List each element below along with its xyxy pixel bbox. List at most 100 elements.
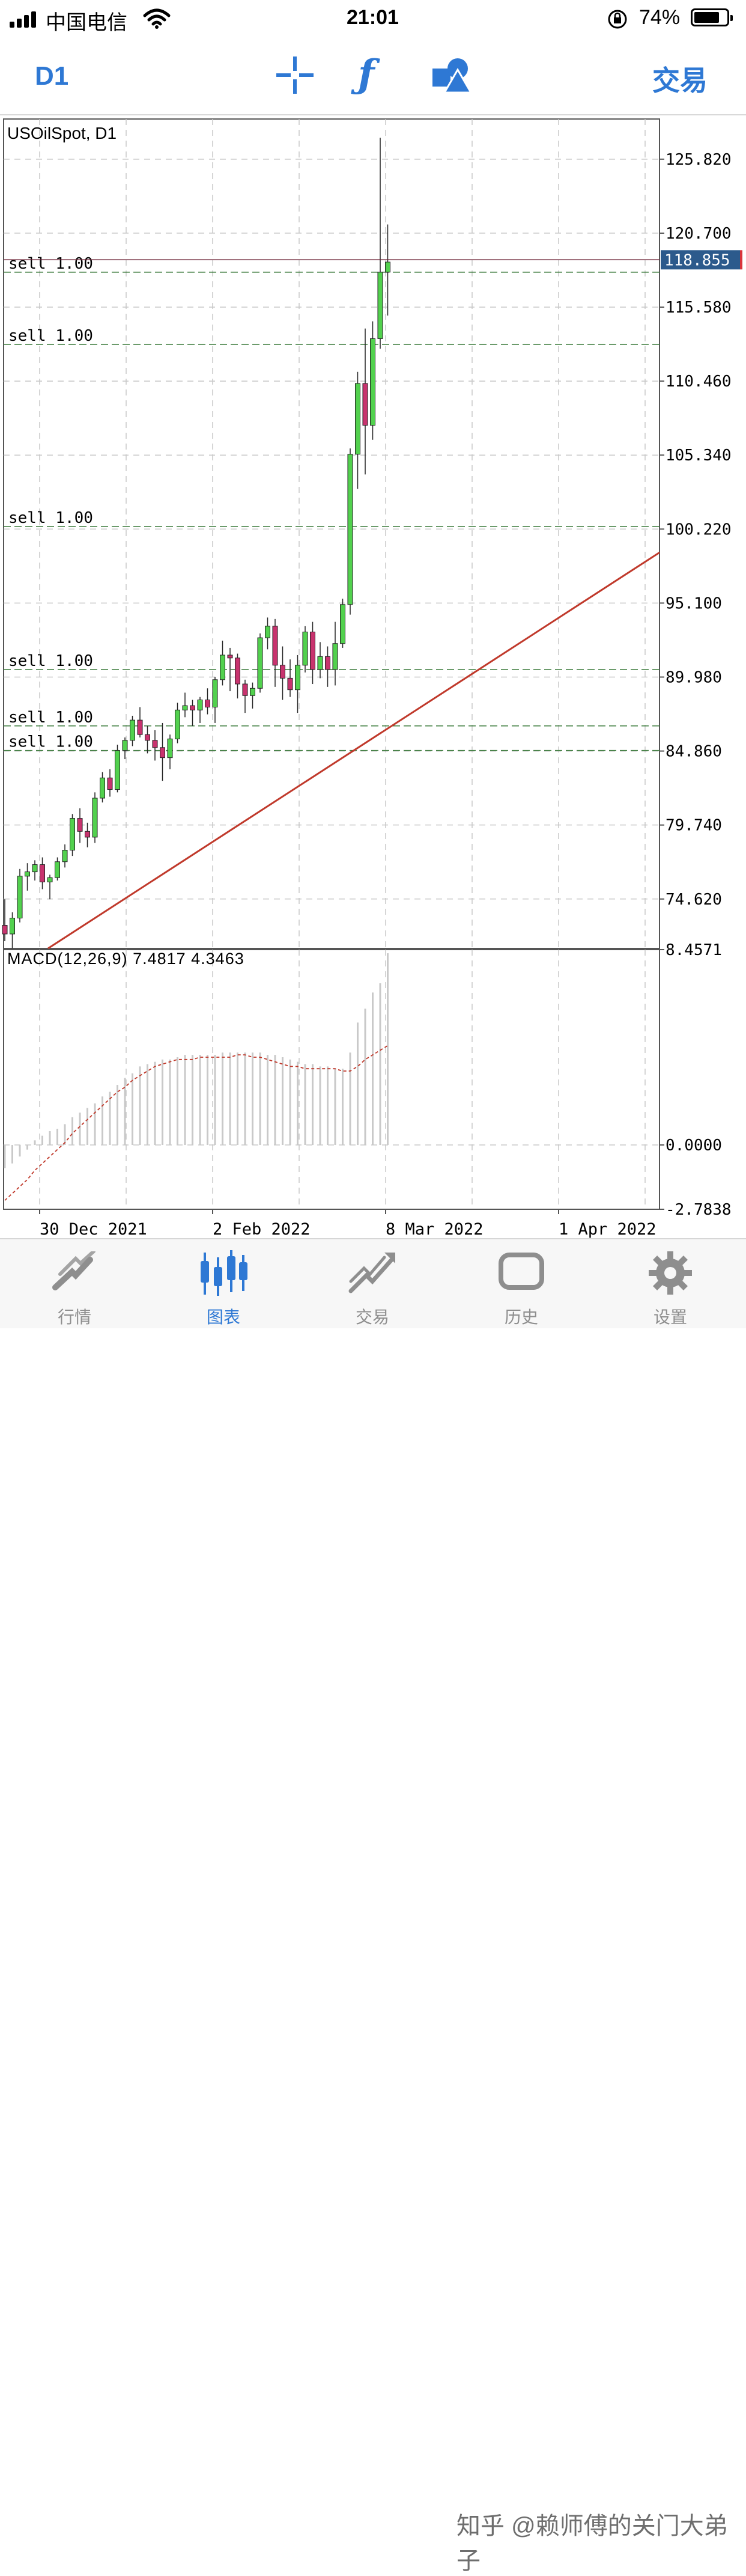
candle-bear xyxy=(272,626,278,666)
orientation-lock-icon xyxy=(608,10,627,29)
macd-histogram-bar xyxy=(379,983,381,1146)
timeframe-button[interactable]: D1 xyxy=(35,61,69,91)
macd-histogram-bar xyxy=(86,1108,88,1146)
macd-histogram-bar xyxy=(289,1059,291,1146)
macd-y-tick-label: 0.0000 xyxy=(666,1137,722,1155)
macd-y-tick-label: -2.7838 xyxy=(666,1201,732,1219)
order-line-label: sell 1.00 xyxy=(8,327,93,345)
macd-histogram-bar xyxy=(207,1055,208,1146)
candle-bull xyxy=(295,665,300,691)
trendline[interactable] xyxy=(47,551,660,950)
y-tick-label: 115.580 xyxy=(666,299,732,317)
macd-histogram-bar xyxy=(387,953,389,1146)
main-price-pane[interactable]: 125.820 120.700 115.580 110.460 105.340 100.2… xyxy=(2,118,742,950)
function-icon[interactable]: ƒ xyxy=(358,52,375,97)
macd-histogram-bar xyxy=(199,1055,201,1146)
time-axis: 30 Dec 2021 2 Feb 2022 8 Mar 2022 1 Apr 202… xyxy=(4,1209,660,1238)
candle-bull xyxy=(115,750,120,790)
macd-histogram-bar xyxy=(109,1091,111,1146)
order-line-label: sell 1.00 xyxy=(8,509,93,527)
macd-histogram-bar xyxy=(64,1124,66,1146)
candle-bear xyxy=(40,864,45,882)
macd-histogram-bar xyxy=(11,1145,13,1164)
status-bar: 中国电信 21:01 74% xyxy=(0,0,746,37)
trade-icon xyxy=(348,1253,395,1293)
battery-icon xyxy=(691,8,733,26)
candle-bull xyxy=(70,818,75,851)
macd-histogram-bar xyxy=(259,1052,261,1146)
y-tick-label: 110.460 xyxy=(666,373,732,391)
candle-bull xyxy=(212,679,218,708)
candle-bear xyxy=(77,818,83,832)
macd-histogram-bar xyxy=(274,1055,276,1146)
macd-histogram-bar xyxy=(139,1066,141,1146)
order-line-label: sell 1.00 xyxy=(8,255,93,273)
macd-histogram-bar xyxy=(312,1064,314,1146)
candle-bear xyxy=(280,665,285,679)
macd-histogram-bar xyxy=(334,1069,336,1146)
macd-histogram-bar xyxy=(56,1129,58,1146)
macd-histogram-bar xyxy=(192,1055,193,1146)
candle-bull xyxy=(62,850,68,862)
macd-histogram-bar xyxy=(304,1064,306,1146)
candle-bull xyxy=(167,738,173,758)
candle-bear xyxy=(310,631,315,670)
crosshair-icon[interactable] xyxy=(275,55,315,95)
candle-bull xyxy=(257,637,263,689)
tab-quotes[interactable]: 行情 xyxy=(0,1239,149,1328)
y-tick-label: 79.740 xyxy=(666,817,722,835)
trade-button[interactable]: 交易 xyxy=(652,65,708,96)
candle-bull xyxy=(355,383,360,455)
order-line-label: sell 1.00 xyxy=(8,652,93,670)
macd-histogram-bar xyxy=(124,1078,126,1146)
candle-bull xyxy=(175,709,180,739)
candle-bull xyxy=(347,454,353,605)
candle-bear xyxy=(227,655,233,659)
x-tick-label: 2 Feb 2022 xyxy=(213,1220,311,1238)
macd-histogram-bar xyxy=(244,1052,246,1146)
y-tick-label: 74.620 xyxy=(666,891,722,909)
tab-history[interactable]: 历史 xyxy=(447,1239,596,1328)
tab-settings[interactable]: 设置 xyxy=(596,1239,745,1328)
macd-histogram-bar xyxy=(297,1061,299,1146)
macd-histogram-bar xyxy=(319,1066,321,1146)
candle-bull xyxy=(377,272,383,339)
macd-histogram-bar xyxy=(214,1055,216,1146)
current-price-marker xyxy=(740,250,742,270)
current-price-badge xyxy=(661,250,740,270)
quotes-icon xyxy=(52,1251,96,1290)
candle-bear xyxy=(287,677,293,691)
macd-histogram-bar xyxy=(94,1103,96,1146)
macd-histogram-bar xyxy=(177,1057,178,1146)
macd-histogram-bar xyxy=(229,1052,231,1146)
candle-bull xyxy=(92,798,98,838)
macd-histogram-bar xyxy=(162,1059,163,1146)
price-chart[interactable]: 125.820 120.700 115.580 110.460 105.340 100.2… xyxy=(0,114,746,1238)
candle-bull xyxy=(32,864,38,873)
macd-histogram-bar xyxy=(147,1064,148,1146)
macd-histogram-bar xyxy=(34,1140,36,1146)
macd-histogram-bar xyxy=(267,1055,268,1146)
candle-bear xyxy=(137,719,143,735)
current-price-label: 118.855 xyxy=(664,251,730,269)
y-tick-label: 120.700 xyxy=(666,225,732,243)
macd-histogram-bar xyxy=(102,1096,103,1146)
shapes-icon[interactable] xyxy=(431,55,472,95)
macd-histogram-bar xyxy=(49,1131,51,1146)
candle-bear xyxy=(190,705,195,710)
candle-bull xyxy=(220,655,225,680)
y-tick-label: 105.340 xyxy=(666,447,732,465)
candle-bull xyxy=(385,261,390,273)
clock: 21:01 xyxy=(347,6,399,29)
macd-pane[interactable]: 8.4571 0.0000 -2.7838 xyxy=(3,941,732,1219)
tab-chart[interactable]: 图表 xyxy=(149,1239,298,1328)
macd-histogram-bar xyxy=(372,992,374,1146)
candle-bull xyxy=(17,876,23,919)
tab-trade[interactable]: 交易 xyxy=(298,1239,447,1328)
candle-bull xyxy=(250,688,255,696)
y-tick-label: 100.220 xyxy=(666,520,732,539)
candle-bear xyxy=(2,925,8,935)
candle-bull xyxy=(10,918,15,935)
candle-bull xyxy=(265,626,270,638)
macd-histogram-bar xyxy=(79,1113,81,1146)
